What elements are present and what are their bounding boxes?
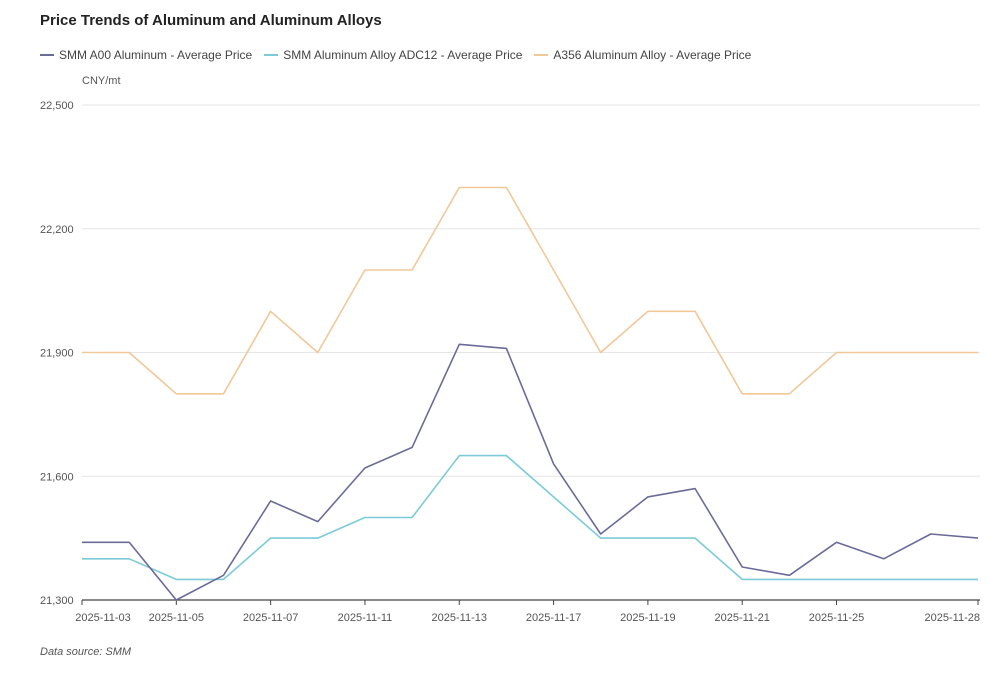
- legend-item-a356[interactable]: A356 Aluminum Alloy - Average Price: [534, 48, 751, 62]
- legend-label-adc12: SMM Aluminum Alloy ADC12 - Average Price: [283, 48, 523, 62]
- x-tick-label-4: 2025-11-13: [432, 612, 487, 624]
- x-tick-label-2: 2025-11-07: [243, 612, 298, 624]
- x-tick-label-0: 2025-11-03: [75, 612, 130, 624]
- legend-item-a00[interactable]: SMM A00 Aluminum - Average Price: [40, 48, 252, 62]
- legend-label-a356: A356 Aluminum Alloy - Average Price: [553, 48, 752, 62]
- x-tick-label-9: 2025-11-28: [925, 612, 980, 624]
- legend-item-adc12[interactable]: SMM Aluminum Alloy ADC12 - Average Price: [264, 48, 522, 62]
- legend: SMM A00 Aluminum - Average Price SMM Alu…: [40, 48, 751, 62]
- series-line-a00: [82, 343, 979, 601]
- x-tick-label-8: 2025-11-25: [809, 612, 864, 624]
- x-tick-label-5: 2025-11-17: [526, 612, 581, 624]
- legend-swatch-adc12: [264, 54, 279, 56]
- x-tick-label-1: 2025-11-05: [149, 612, 204, 624]
- series-line-adc12: [82, 454, 978, 581]
- y-tick-label-21300: 21,300: [40, 595, 74, 607]
- x-tick-label-7: 2025-11-21: [714, 612, 769, 624]
- y-tick-label-22200: 22,200: [40, 224, 74, 236]
- y-tick-label-21900: 21,900: [40, 348, 74, 360]
- x-tick-label-3: 2025-11-11: [338, 612, 393, 624]
- series-line-a356: [82, 186, 978, 395]
- legend-swatch-a00: [40, 54, 54, 56]
- y-tick-label-21600: 21,600: [40, 471, 74, 483]
- x-tick-label-6: 2025-11-19: [620, 612, 675, 624]
- chart-title: Price Trends of Aluminum and Aluminum Al…: [40, 12, 382, 29]
- data-source: Data source: SMM: [40, 646, 132, 658]
- y-tick-label-22500: 22,500: [40, 100, 74, 112]
- legend-swatch-a356: [534, 54, 549, 56]
- y-axis-unit: CNY/mt: [82, 75, 121, 87]
- legend-label-a00: SMM A00 Aluminum - Average Price: [59, 48, 253, 62]
